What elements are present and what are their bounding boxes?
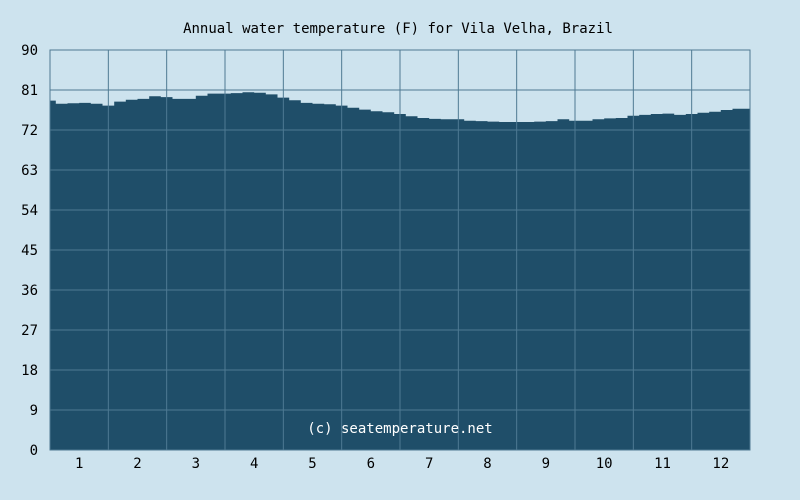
y-tick-label: 27 [21,323,38,339]
y-tick-label: 0 [30,443,38,459]
x-axis-tick-labels: 1 2 3 4 5 6 7 8 9 10 11 12 [75,456,729,472]
y-tick-label: 63 [21,163,38,179]
chart-title: Annual water temperature (F) for Vila Ve… [183,21,613,37]
y-tick-label: 54 [21,203,38,219]
x-tick-label: 7 [425,456,433,472]
x-tick-label: 6 [367,456,375,472]
y-axis-tick-labels: 0 9 18 27 36 45 54 63 72 81 90 [21,43,38,459]
plot-frame [49,49,751,451]
y-tick-label: 90 [21,43,38,59]
y-tick-label: 81 [21,83,38,99]
chart-watermark: (c) seatemperature.net [307,421,492,437]
y-tick-label: 9 [30,403,38,419]
x-tick-label: 8 [483,456,491,472]
y-tick-label: 45 [21,243,38,259]
x-tick-label: 3 [192,456,200,472]
x-tick-label: 12 [712,456,729,472]
x-tick-label: 11 [654,456,671,472]
x-tick-label: 2 [133,456,141,472]
y-tick-label: 36 [21,283,38,299]
x-tick-label: 4 [250,456,258,472]
y-tick-label: 72 [21,123,38,139]
plot-area [49,49,751,451]
x-tick-label: 9 [542,456,550,472]
x-tick-label: 1 [75,456,83,472]
x-tick-label: 10 [596,456,613,472]
y-tick-label: 18 [21,363,38,379]
x-tick-label: 5 [308,456,316,472]
